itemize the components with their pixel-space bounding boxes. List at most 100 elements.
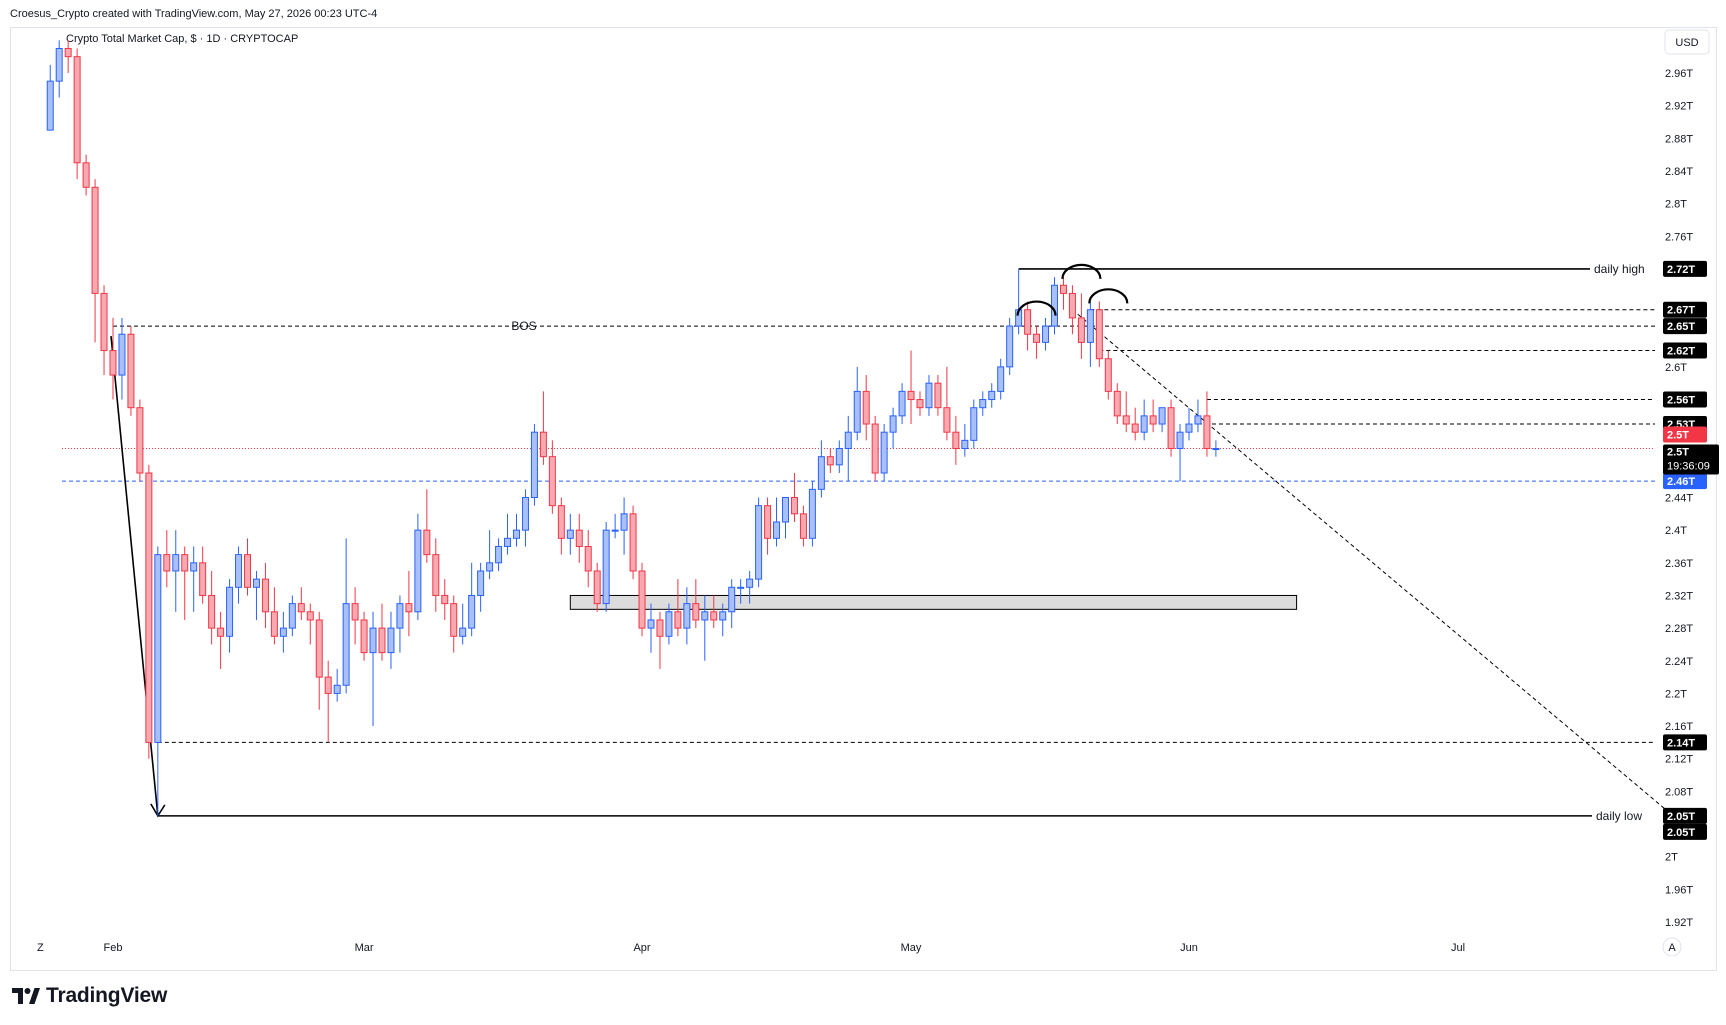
candle-body[interactable] — [701, 611, 709, 621]
pattern-arc[interactable] — [1061, 263, 1102, 279]
candle-body[interactable] — [315, 619, 323, 678]
tradingview-logo[interactable]: TradingView — [12, 984, 167, 1008]
candle-body[interactable] — [674, 611, 682, 629]
candle-body[interactable] — [414, 529, 422, 613]
candle-body[interactable] — [504, 537, 512, 547]
candle-body[interactable] — [1059, 284, 1067, 294]
chart-frame[interactable] — [10, 27, 1717, 971]
candle-body[interactable] — [181, 554, 189, 572]
candle-body[interactable] — [136, 407, 144, 474]
candle-body[interactable] — [961, 439, 969, 450]
candle-body[interactable] — [737, 586, 745, 589]
candle-body[interactable] — [871, 423, 879, 474]
candle-body[interactable] — [441, 594, 449, 605]
candle-body[interactable] — [145, 472, 153, 743]
candle-body[interactable] — [486, 562, 494, 572]
candle-body[interactable] — [539, 431, 547, 458]
candle-body[interactable] — [1149, 415, 1157, 425]
candle-body[interactable] — [1006, 325, 1014, 368]
candlestick-chart[interactable]: Crypto Total Market Cap, $ · 1D · CRYPTO… — [0, 0, 1726, 980]
candle-body[interactable] — [351, 603, 359, 621]
candle-body[interactable] — [1086, 309, 1094, 343]
candle-body[interactable] — [710, 611, 718, 621]
candle-body[interactable] — [261, 578, 269, 613]
candle-body[interactable] — [297, 603, 305, 613]
candle-body[interactable] — [988, 390, 996, 401]
candle-body[interactable] — [566, 529, 574, 539]
candle-body[interactable] — [208, 594, 216, 629]
candle-body[interactable] — [907, 390, 915, 401]
candle-body[interactable] — [1122, 415, 1130, 425]
candle-body[interactable] — [91, 186, 99, 294]
candle-body[interactable] — [306, 611, 314, 621]
candle-body[interactable] — [853, 390, 861, 433]
candle-body[interactable] — [459, 627, 467, 637]
trendline[interactable] — [1072, 309, 1674, 817]
candle-body[interactable] — [755, 505, 763, 580]
candle-body[interactable] — [1176, 431, 1184, 450]
candle-body[interactable] — [521, 497, 529, 531]
candle-body[interactable] — [548, 456, 556, 507]
candle-body[interactable] — [513, 529, 520, 539]
candle-body[interactable] — [611, 529, 619, 532]
candle-body[interactable] — [584, 545, 592, 572]
candle-body[interactable] — [342, 603, 350, 686]
candle-body[interactable] — [943, 407, 951, 433]
candle-body[interactable] — [387, 627, 395, 654]
candle-body[interactable] — [46, 80, 54, 131]
candle-body[interactable] — [495, 545, 503, 564]
candle-body[interactable] — [55, 48, 63, 82]
candle-body[interactable] — [369, 627, 377, 654]
candle-body[interactable] — [575, 529, 583, 547]
candle-body[interactable] — [217, 627, 225, 637]
candle-body[interactable] — [979, 399, 987, 409]
candle-body[interactable] — [782, 497, 789, 523]
candle-body[interactable] — [629, 513, 637, 572]
candle-body[interactable] — [593, 570, 601, 605]
candle-body[interactable] — [1068, 292, 1076, 319]
candle-body[interactable] — [746, 578, 754, 588]
candle-body[interactable] — [880, 431, 888, 474]
candle-body[interactable] — [360, 619, 368, 654]
candle-body[interactable] — [799, 513, 807, 539]
candle-body[interactable] — [118, 333, 126, 376]
candle-body[interactable] — [477, 570, 485, 596]
candle-body[interactable] — [970, 407, 978, 441]
candle-body[interactable] — [396, 603, 404, 629]
candle-body[interactable] — [64, 48, 72, 58]
candle-body[interactable] — [835, 448, 843, 466]
candle-body[interactable] — [916, 399, 924, 409]
candle-body[interactable] — [925, 382, 933, 409]
candle-body[interactable] — [270, 611, 278, 637]
candle-body[interactable] — [773, 521, 781, 539]
candle-body[interactable] — [1140, 415, 1148, 433]
candle-body[interactable] — [127, 333, 135, 409]
candle-body[interactable] — [808, 488, 816, 539]
candle-body[interactable] — [1113, 390, 1121, 417]
candle-body[interactable] — [423, 529, 431, 556]
candle-body[interactable] — [1104, 358, 1112, 392]
candle-body[interactable] — [333, 684, 341, 694]
candle-body[interactable] — [450, 603, 458, 637]
candle-body[interactable] — [817, 456, 825, 490]
candle-body[interactable] — [226, 586, 234, 637]
candle-body[interactable] — [826, 456, 834, 466]
candle-body[interactable] — [1051, 284, 1058, 327]
candle-body[interactable] — [109, 350, 117, 376]
candle-body[interactable] — [432, 554, 440, 596]
candle-body[interactable] — [244, 554, 251, 588]
candle-body[interactable] — [557, 505, 565, 539]
candle-body[interactable] — [1185, 423, 1193, 433]
candle-body[interactable] — [602, 529, 610, 605]
candle-body[interactable] — [172, 554, 180, 572]
auto-scale-button[interactable] — [1662, 937, 1682, 957]
candle-body[interactable] — [1033, 333, 1041, 343]
candle-body[interactable] — [405, 603, 413, 613]
candle-body[interactable] — [1203, 415, 1211, 450]
candle-body[interactable] — [1158, 407, 1166, 425]
candle-body[interactable] — [844, 431, 852, 450]
candle-body[interactable] — [530, 431, 538, 499]
candle-body[interactable] — [1077, 317, 1085, 343]
candle-body[interactable] — [665, 611, 673, 637]
candle-body[interactable] — [1212, 448, 1220, 451]
